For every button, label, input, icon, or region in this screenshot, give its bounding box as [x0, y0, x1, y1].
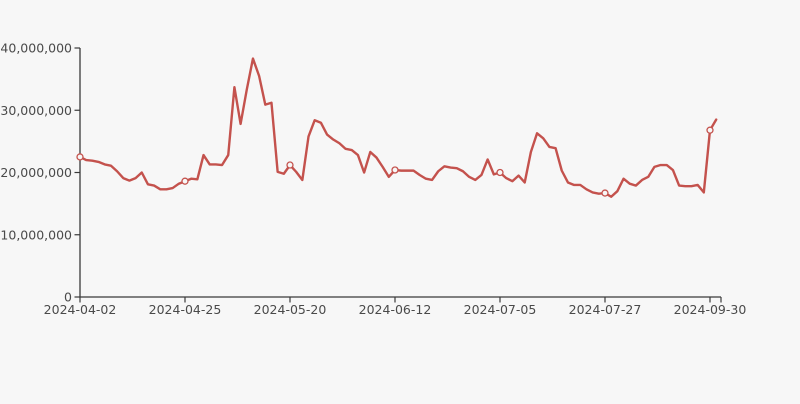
y-tick-label: 10,000,000 — [0, 227, 72, 242]
data-point-marker — [391, 166, 399, 174]
x-tick-label: 2024-04-25 — [149, 302, 222, 317]
x-tick-label: 2024-07-05 — [464, 302, 537, 317]
series-line — [78, 57, 718, 198]
data-point-marker — [76, 153, 84, 161]
axes-spine — [79, 48, 721, 298]
x-tick-label: 2024-07-27 — [569, 302, 642, 317]
y-tick-label: 30,000,000 — [0, 103, 72, 118]
data-point-marker — [496, 168, 504, 177]
y-tick-label: 20,000,000 — [0, 165, 72, 180]
y-tick-label: 0 — [64, 290, 72, 305]
x-tick-label: 2024-09-30 — [674, 302, 747, 317]
y-tick-label: 40,000,000 — [0, 41, 72, 56]
x-tick-label: 2024-06-12 — [359, 302, 432, 317]
data-point-marker — [706, 126, 714, 134]
data-point-marker — [181, 177, 189, 185]
x-tick-label: 2024-05-20 — [254, 302, 327, 317]
data-point-marker — [286, 161, 294, 169]
data-point-marker — [601, 189, 609, 197]
x-tick-label: 2024-04-02 — [44, 302, 117, 317]
